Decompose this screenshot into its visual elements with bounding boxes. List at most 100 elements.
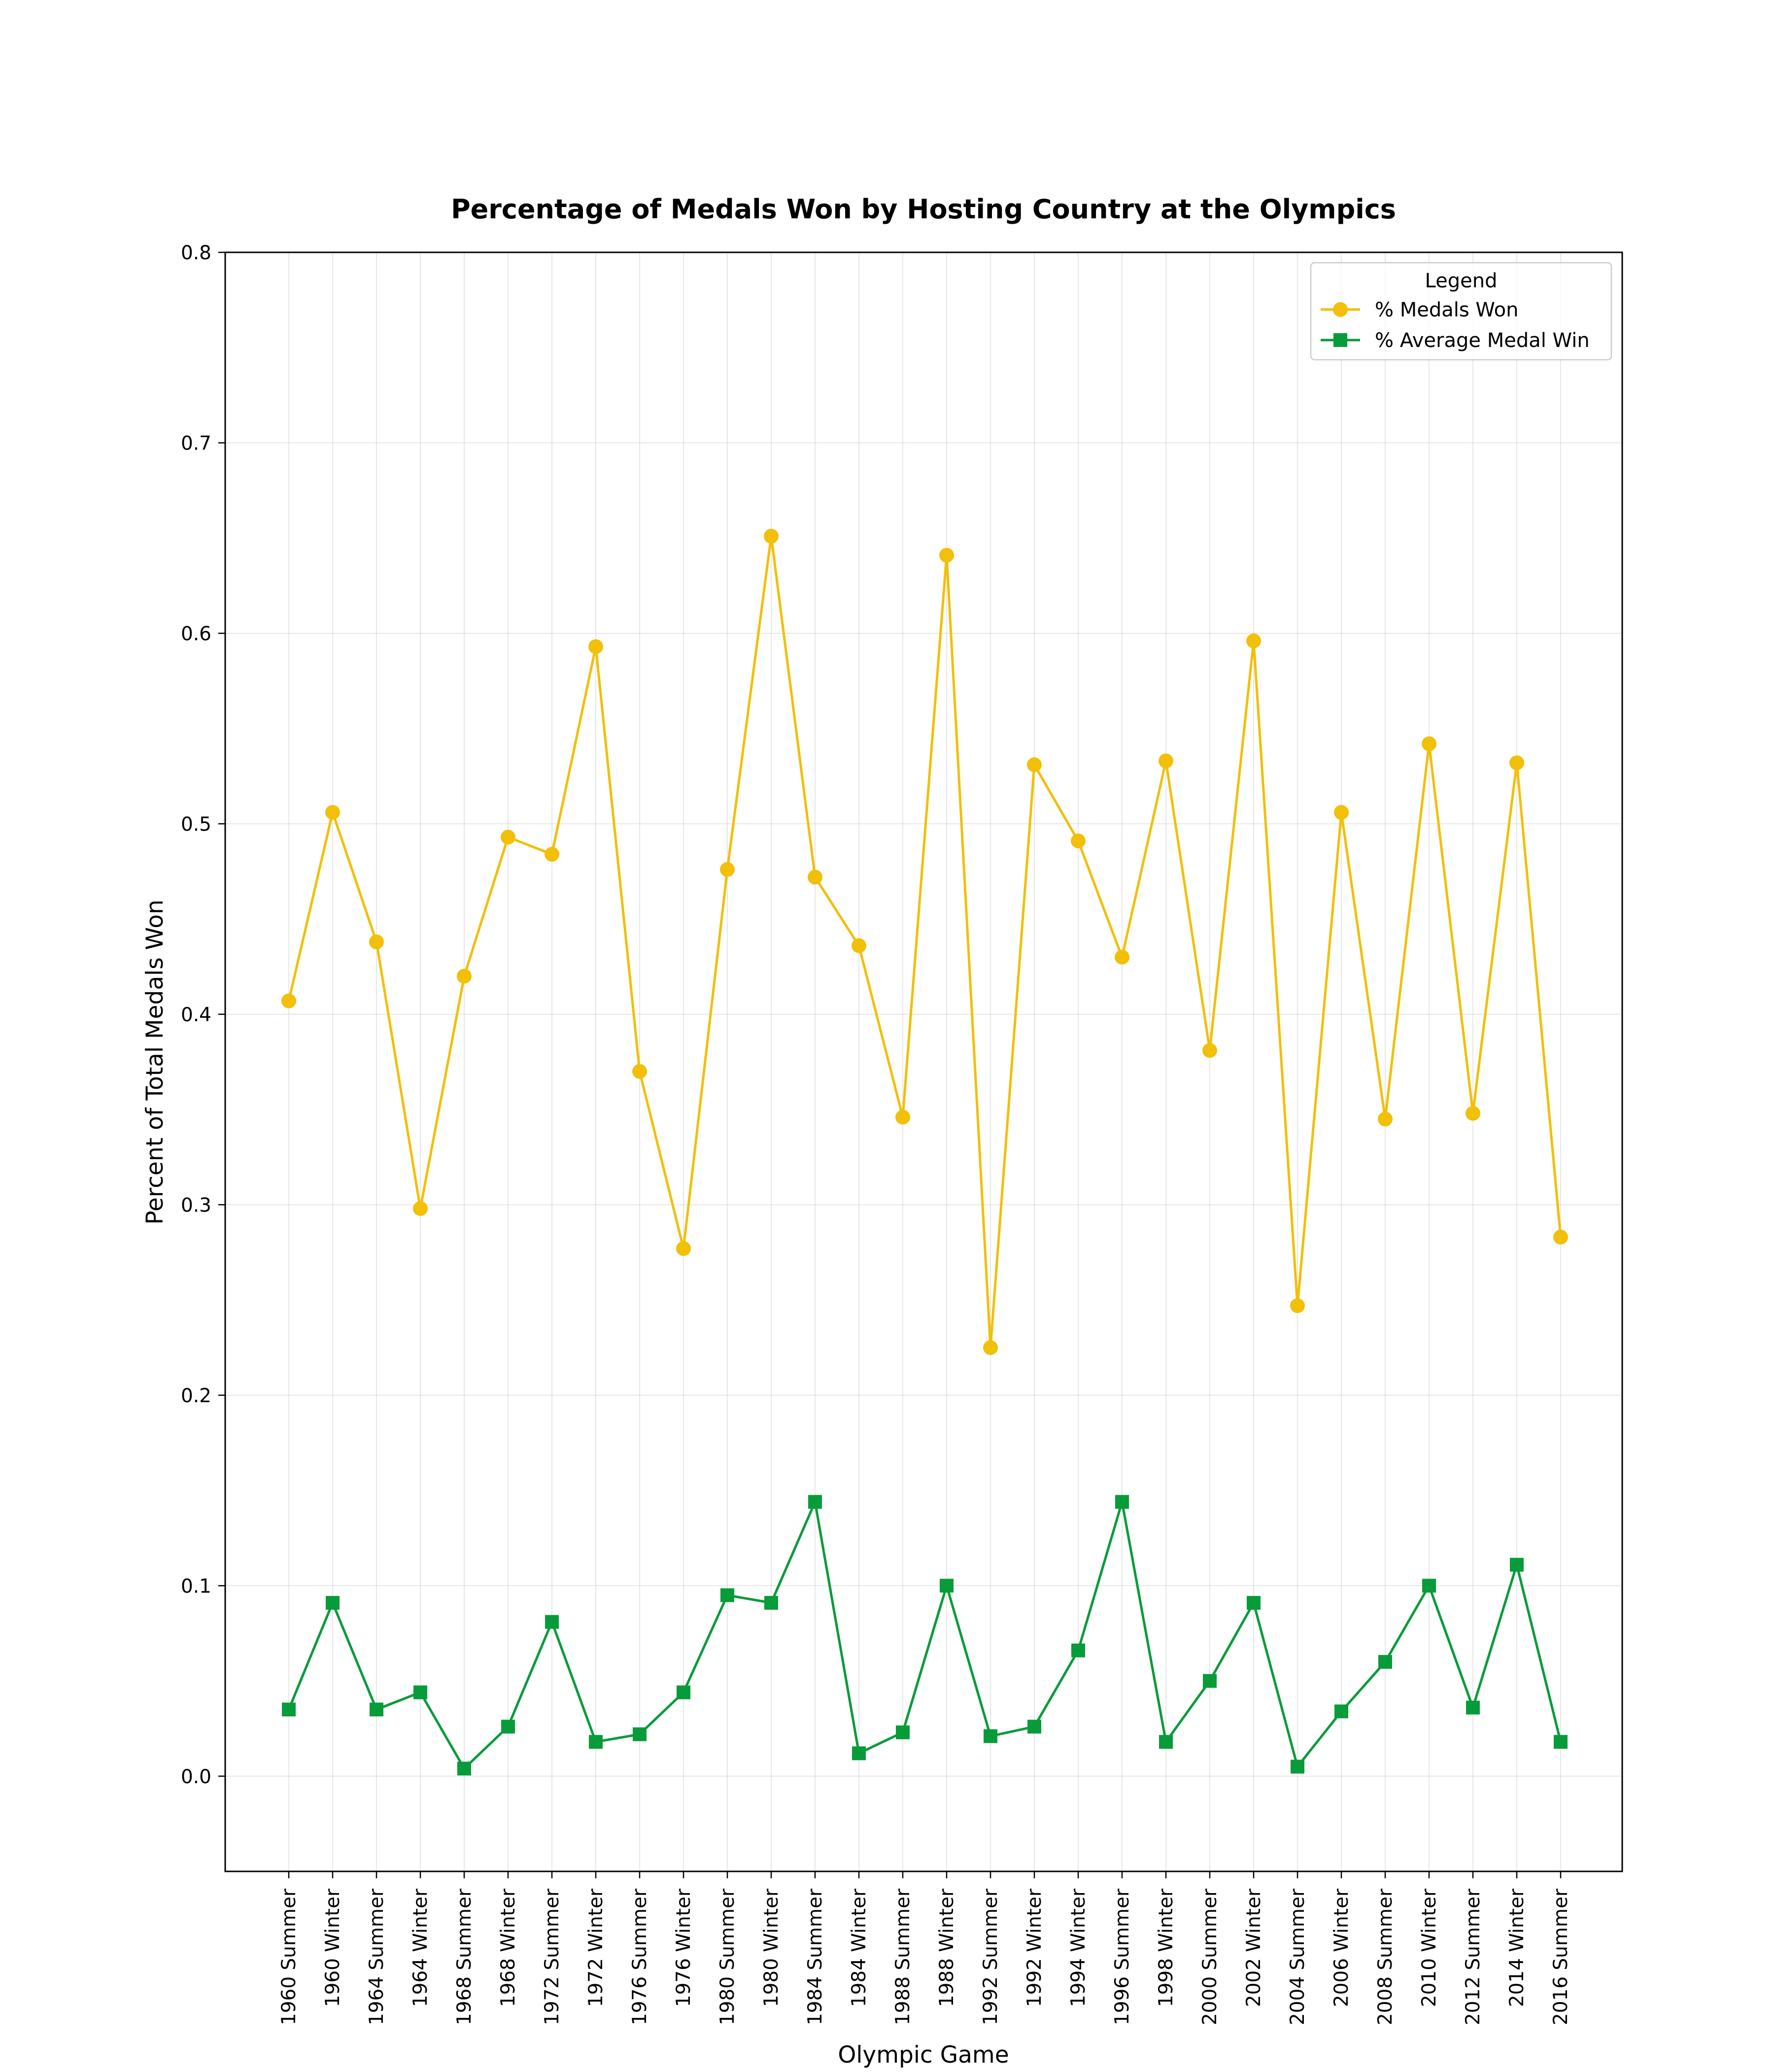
data-point: [940, 1579, 954, 1593]
data-point: [1202, 1043, 1217, 1058]
x-tick-label: 1984 Summer: [804, 1888, 826, 2025]
data-point: [1027, 1720, 1041, 1734]
x-tick-label: 2000 Summer: [1199, 1888, 1221, 2025]
x-tick-label: 1968 Winter: [497, 1888, 519, 2007]
y-tick-label: 0.5: [181, 813, 211, 835]
legend-label-1: % Average Medal Win: [1375, 329, 1590, 352]
x-tick-label: 1968 Summer: [453, 1888, 476, 2025]
data-point: [983, 1340, 998, 1355]
data-point: [457, 968, 472, 984]
data-point: [1509, 755, 1524, 770]
data-point: [1071, 833, 1086, 849]
data-point: [588, 639, 603, 654]
data-point: [1422, 736, 1436, 752]
series-line-1: [287, 1500, 1562, 1770]
x-tick-label: 1980 Summer: [716, 1888, 739, 2025]
plot-frame: [224, 251, 1623, 1872]
data-point: [501, 829, 515, 845]
series-line-0: [287, 535, 1562, 1349]
grid: [225, 252, 1622, 1871]
data-point: [1378, 1111, 1393, 1127]
data-point: [589, 1735, 603, 1749]
data-point: [1378, 1655, 1392, 1669]
data-point: [370, 1702, 383, 1717]
data-point: [1334, 1704, 1348, 1719]
data-point: [676, 1241, 691, 1256]
data-point: [1246, 633, 1261, 649]
data-point: [895, 1109, 910, 1125]
ticks: 0.0 0.1 0.2 0.3 0.4 0.5 0.6 0.7 0.8 1960 Summer 19…: [181, 242, 1572, 2025]
x-tick-label: 2014 Winter: [1506, 1888, 1528, 2007]
x-tick-label: 1972 Summer: [541, 1888, 563, 2025]
data-point: [1203, 1674, 1217, 1688]
legend-box: [1310, 262, 1612, 361]
x-tick-label: 1992 Summer: [980, 1888, 1002, 2025]
x-tick-label: 1964 Winter: [409, 1888, 432, 2007]
data-point: [545, 847, 559, 862]
data-point: [808, 869, 822, 885]
data-point: [1422, 1579, 1436, 1593]
x-tick-label: 1988 Winter: [936, 1888, 958, 2007]
data-point: [545, 1615, 559, 1629]
x-tick-label: 1992 Winter: [1023, 1888, 1046, 2007]
data-point: [1115, 949, 1129, 965]
x-tick-label: 2008 Summer: [1374, 1888, 1397, 2025]
x-tick-label: 2010 Winter: [1418, 1888, 1440, 2007]
x-tick-label: 1996 Summer: [1111, 1888, 1133, 2025]
x-tick-label: 1960 Winter: [322, 1888, 344, 2007]
x-tick-label: 2012 Summer: [1462, 1888, 1484, 2025]
data-point: [720, 862, 735, 877]
x-tick-label: 2006 Winter: [1330, 1888, 1353, 2007]
data-point: [1553, 1230, 1568, 1245]
data-point: [1159, 753, 1173, 768]
series-layer: [281, 528, 1568, 1776]
data-point: [677, 1685, 690, 1699]
data-point: [369, 934, 384, 950]
y-tick-label: 0.4: [181, 1004, 211, 1026]
x-tick-label: 2002 Winter: [1243, 1888, 1265, 2007]
data-point: [1334, 805, 1349, 820]
legend-marker-0: [1333, 302, 1348, 317]
y-tick-label: 0.1: [181, 1575, 211, 1597]
x-tick-label: 1988 Summer: [892, 1888, 914, 2025]
data-point: [632, 1064, 647, 1079]
y-tick-label: 0.7: [181, 432, 211, 454]
x-tick-label: 1972 Winter: [585, 1888, 607, 2007]
data-point: [282, 1702, 296, 1717]
x-tick-label: 1984 Winter: [848, 1888, 870, 2007]
legend-entries: % Medals Won % Average Medal Win: [1321, 299, 1590, 352]
legend-marker-1: [1333, 333, 1347, 347]
data-point: [852, 1746, 866, 1761]
y-tick-label: 0.0: [181, 1766, 211, 1788]
data-point: [1071, 1643, 1085, 1658]
data-point: [1115, 1495, 1129, 1509]
data-point: [764, 528, 779, 544]
data-point: [1159, 1735, 1173, 1749]
data-point: [1247, 1596, 1261, 1610]
data-point: [984, 1729, 997, 1743]
data-point: [852, 938, 866, 953]
x-tick-label: 1980 Winter: [760, 1888, 783, 2007]
data-point: [1291, 1760, 1304, 1774]
data-point: [1466, 1105, 1480, 1121]
x-tick-label: 1976 Summer: [629, 1888, 651, 2025]
x-tick-label: 1964 Summer: [366, 1888, 388, 2025]
data-point: [413, 1685, 427, 1699]
y-axis-label: Percent of Total Medals Won: [141, 899, 169, 1225]
legend-label-0: % Medals Won: [1375, 299, 1518, 321]
x-tick-label: 1994 Winter: [1067, 1888, 1090, 2007]
data-point: [939, 548, 954, 563]
legend: Legend % Medals Won % Average Medal Win: [1310, 262, 1612, 361]
x-tick-label: 1976 Winter: [673, 1888, 695, 2007]
data-point: [1290, 1298, 1305, 1313]
data-point: [1027, 757, 1042, 772]
data-point: [896, 1725, 910, 1739]
data-point: [501, 1720, 515, 1734]
data-point: [720, 1588, 734, 1602]
legend-title: Legend: [1425, 270, 1498, 292]
y-tick-label: 0.8: [181, 242, 211, 264]
chart-title: Percentage of Medals Won by Hosting Coun…: [451, 194, 1396, 225]
y-tick-label: 0.2: [181, 1385, 211, 1407]
